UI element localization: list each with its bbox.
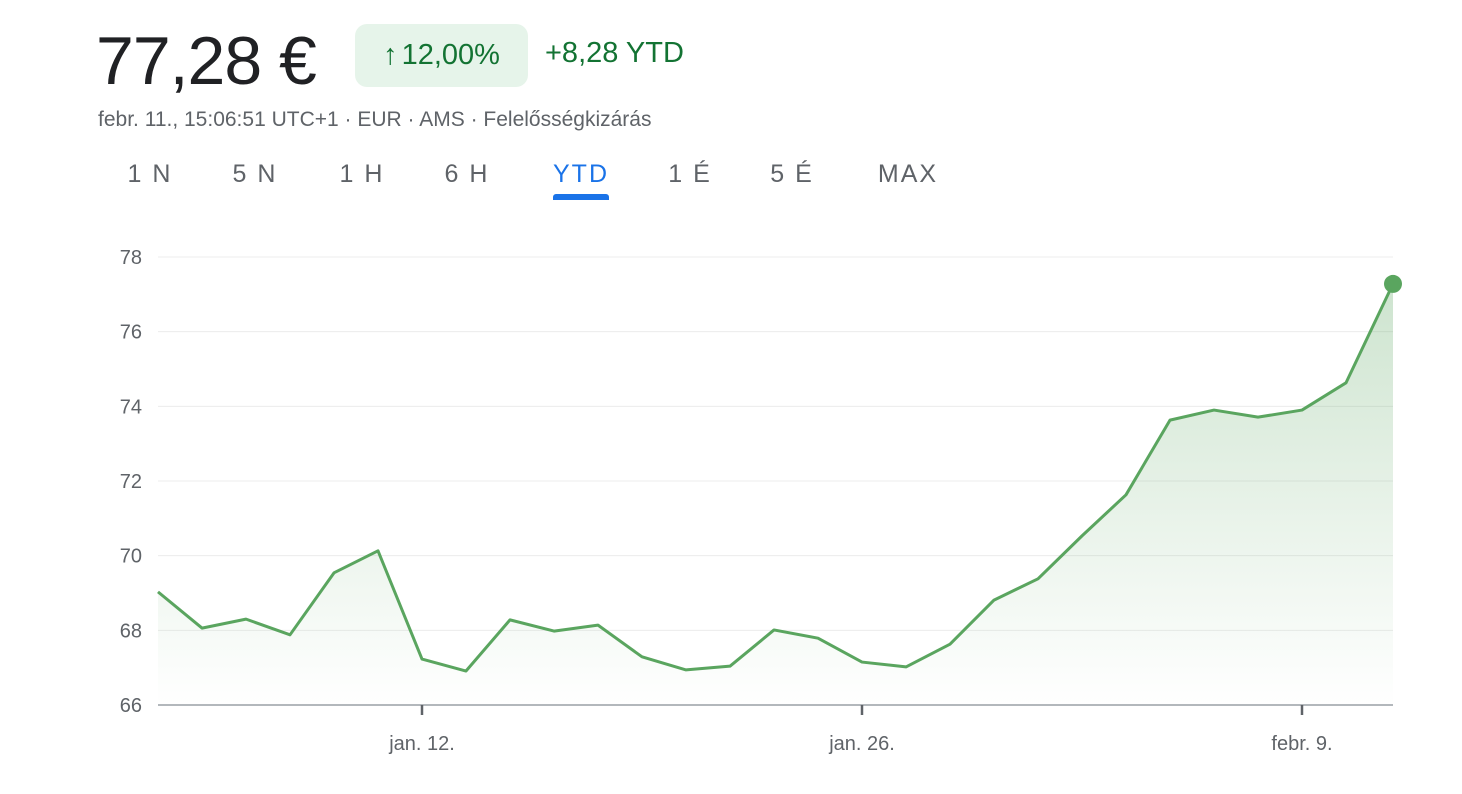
tab-ytd[interactable]: YTD	[553, 160, 609, 200]
change-percent: 12,00%	[401, 39, 500, 71]
x-tick-label: jan. 26.	[828, 733, 895, 755]
x-tick-label: febr. 9.	[1271, 733, 1332, 755]
timestamp: febr. 11., 15:06:51 UTC+1	[98, 108, 339, 131]
tab-1h[interactable]: 1 H	[339, 160, 385, 188]
y-tick-label: 76	[120, 322, 142, 344]
currency: EUR	[357, 108, 402, 131]
quote-meta: febr. 11., 15:06:51 UTC+1 · EUR · AMS · …	[98, 108, 651, 132]
y-tick-label: 66	[120, 695, 142, 717]
separator: ·	[338, 108, 358, 131]
y-tick-label: 78	[120, 247, 142, 269]
y-tick-label: 72	[120, 471, 142, 493]
price-line	[157, 283, 1395, 673]
separator: ·	[401, 108, 420, 131]
change-absolute: +8,28 YTD	[545, 37, 684, 69]
tab-1n[interactable]: 1 N	[127, 160, 173, 188]
tab-max[interactable]: MAX	[877, 160, 939, 188]
x-tick-label: jan. 12.	[388, 733, 455, 755]
change-percent-badge: ↑ 12,00%	[355, 24, 528, 87]
disclaimer-link[interactable]: Felelősségkizárás	[483, 108, 652, 131]
last-price-marker	[1384, 274, 1402, 293]
separator: ·	[464, 108, 484, 131]
y-tick-label: 74	[120, 396, 142, 418]
tab-5e[interactable]: 5 É	[770, 160, 814, 188]
area-fill	[158, 283, 1393, 705]
tab-5n[interactable]: 5 N	[232, 160, 278, 188]
y-tick-label: 68	[120, 620, 142, 642]
y-tick-label: 70	[120, 546, 142, 568]
current-price: 77,28 €	[96, 23, 317, 99]
tab-1e[interactable]: 1 É	[668, 160, 712, 188]
arrow-up-icon: ↑	[383, 39, 398, 71]
exchange: AMS	[419, 108, 465, 131]
tab-6h[interactable]: 6 H	[444, 160, 490, 188]
